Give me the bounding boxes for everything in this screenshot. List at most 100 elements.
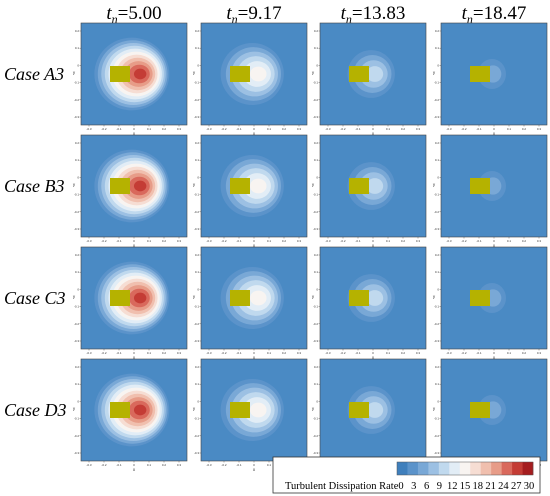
y-tick-label: 0.2 [75,141,80,145]
x-tick-label: -0.3 [446,127,452,131]
x-tick-label: 0.2 [282,351,287,355]
x-tick-label: -0.2 [221,127,227,131]
x-tick-label: -0.2 [461,351,467,355]
y-tick-label: -0.1 [74,417,80,421]
x-tick-label: 0.3 [416,239,421,243]
column-title-value: =5.00 [118,3,162,24]
x-tick-label: 0.2 [401,239,406,243]
x-tick-label: -0.3 [206,127,212,131]
y-tick-label: -0.3 [74,339,80,343]
row-labels: Case A3 Case B3 Case C3 Case D3 [4,64,67,420]
obstacle-block [349,290,369,306]
contour-panel: -0.3 -0.2 -0.1 0 0.1 0.2 0.3 0.2 0.1 0 -0.1 -0.2 -0.… [312,134,427,248]
x-tick-label: -0.2 [101,463,107,467]
y-tick-label: 0.1 [195,46,200,50]
column-title: tn=13.83 [341,3,406,26]
y-tick-label: 0 [437,63,439,67]
colorbar-tick-label: 24 [498,481,509,492]
y-tick-label: -0.2 [194,322,200,326]
y-tick-label: 0.2 [314,141,319,145]
x-tick-label: 0.1 [386,239,391,243]
x-tick-label: 0 [372,127,374,131]
contour-level [250,290,267,306]
y-axis-label: y [193,406,196,411]
y-tick-label: -0.2 [74,210,80,214]
column-titles: tn=5.00 tn=9.17 tn=13.83 tn=18.47 [106,3,526,26]
y-tick-label: -0.2 [74,322,80,326]
contour-panel: -0.3 -0.2 -0.1 0 0.1 0.2 0.3 0.2 0.1 0 -0.1 -0.2 -0.… [193,134,308,248]
x-tick-label: 0 [133,463,135,467]
x-axis-label: x [133,355,136,360]
x-tick-label: 0.1 [386,127,391,131]
x-tick-label: 0.1 [147,351,152,355]
colorbar-tick-label: 27 [511,481,522,492]
y-tick-label: 0.2 [195,141,200,145]
x-tick-label: 0.2 [162,351,167,355]
y-tick-label: -0.3 [194,227,200,231]
colorbar-swatches [396,461,534,476]
y-tick-label: -0.3 [434,451,440,455]
y-axis-label: y [312,70,315,75]
x-tick-label: 0 [372,351,374,355]
y-tick-label: -0.2 [313,210,319,214]
x-axis-label: x [372,355,375,360]
colorbar-swatch [407,462,419,475]
x-tick-label: 0.1 [507,239,512,243]
colorbar-tick-label: 12 [447,481,458,492]
colorbar-swatch [428,462,440,475]
x-tick-label: -0.1 [116,239,122,243]
y-tick-label: -0.1 [194,417,200,421]
y-tick-label: -0.3 [194,115,200,119]
x-tick-label: 0 [372,239,374,243]
y-tick-label: 0.1 [435,158,440,162]
x-axis-label: x [372,243,375,248]
x-tick-label: 0.3 [177,463,182,467]
y-tick-label: 0.2 [314,365,319,369]
contour-panel: -0.3 -0.2 -0.1 0 0.1 0.2 0.3 0.2 0.1 0 -0.1 -0.2 -0.… [73,246,188,360]
obstacle-block [470,178,490,194]
x-tick-label: -0.2 [340,351,346,355]
row-label: Case D3 [4,400,67,420]
column-title-subscript: n [112,12,118,26]
x-tick-label: -0.1 [116,351,122,355]
contour-level [366,402,384,418]
contour-panel: -0.3 -0.2 -0.1 0 0.1 0.2 0.3 0.2 0.1 0 -0.1 -0.2 -0.… [433,22,548,136]
x-tick-label: -0.2 [221,239,227,243]
x-tick-label: -0.2 [340,239,346,243]
x-tick-label: 0.3 [537,239,542,243]
x-tick-label: -0.3 [446,239,452,243]
y-tick-label: 0.1 [195,382,200,386]
contour-panel: -0.3 -0.2 -0.1 0 0.1 0.2 0.3 0.2 0.1 0 -0.1 -0.2 -0.… [312,246,427,360]
y-tick-label: 0 [316,287,318,291]
contour-level [366,178,384,194]
x-tick-label: 0.3 [297,351,302,355]
column-title-subscript: n [346,12,352,26]
x-tick-label: -0.1 [236,351,242,355]
row-label: Case A3 [4,64,64,84]
x-tick-label: 0.2 [401,127,406,131]
obstacle-block [110,402,130,418]
contour-level [250,66,267,82]
y-axis-label: y [193,294,196,299]
contour-group [94,37,170,111]
x-tick-label: 0.2 [162,463,167,467]
column-title: tn=5.00 [106,3,161,26]
contour-panel: -0.3 -0.2 -0.1 0 0.1 0.2 0.3 0.2 0.1 0 -0.1 -0.2 -0.… [433,246,548,360]
x-tick-label: 0.1 [267,127,272,131]
contour-group [220,266,284,330]
y-tick-label: -0.1 [313,305,319,309]
y-tick-label: -0.2 [313,322,319,326]
colorbar-swatch [397,462,408,475]
y-tick-label: 0 [197,63,199,67]
x-axis-label: x [253,243,256,248]
y-tick-label: 0.1 [435,270,440,274]
y-tick-label: 0.2 [195,365,200,369]
y-tick-label: -0.2 [434,210,440,214]
colorbar-swatch [501,462,513,475]
y-tick-label: -0.2 [434,322,440,326]
contour-level [133,180,147,192]
y-tick-label: -0.1 [74,81,80,85]
colorbar-tick-label: 18 [473,481,484,492]
x-tick-label: -0.2 [461,239,467,243]
